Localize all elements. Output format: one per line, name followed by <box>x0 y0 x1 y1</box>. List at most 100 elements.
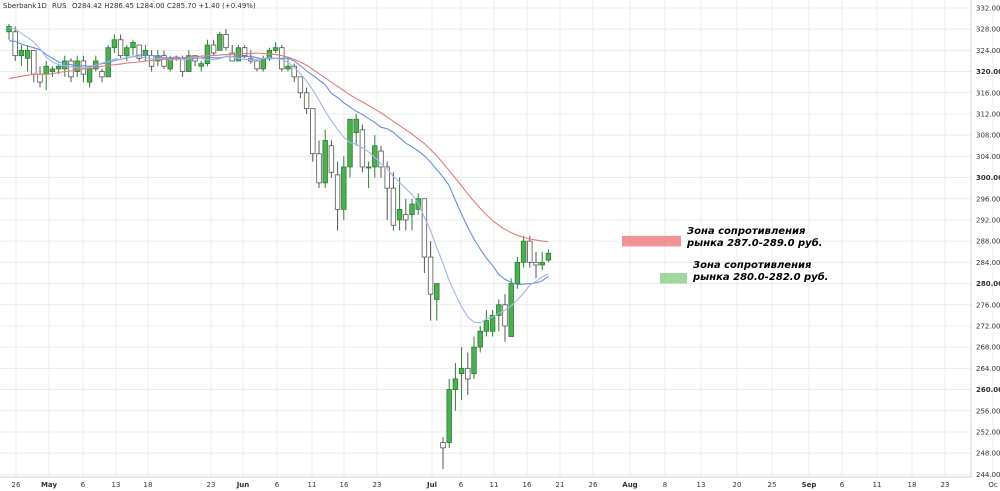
time-tick-label: 26 <box>589 481 598 489</box>
candle-down <box>378 150 384 168</box>
time-tick-label: 23 <box>941 481 950 489</box>
price-tick-label: 324.00 <box>976 47 1000 55</box>
time-tick-label: 8 <box>663 481 667 489</box>
candle-down <box>421 198 428 258</box>
time-tick-label: 6 <box>459 481 464 489</box>
ma-slow-line <box>8 52 549 243</box>
candle-up <box>483 320 490 332</box>
candle-up <box>520 240 527 263</box>
candle-down <box>527 240 533 263</box>
candle-up <box>130 42 136 49</box>
time-tick-label: 13 <box>697 481 706 489</box>
candle-down <box>328 145 335 173</box>
price-tick-label: 316.00 <box>976 89 1000 97</box>
candle-up <box>186 55 192 72</box>
time-tick-label: 6 <box>840 481 845 489</box>
candle-up <box>111 39 118 49</box>
zones-layer <box>622 235 687 284</box>
candle-up <box>24 49 31 59</box>
price-tick-label: 312.00 <box>976 110 1000 118</box>
candle-up <box>539 261 545 266</box>
support-zone-label-line1: Зона сопротивления <box>693 260 812 271</box>
candle-up <box>489 314 496 332</box>
candle-up <box>43 65 49 75</box>
candle-down <box>241 47 248 57</box>
time-tick-label: 11 <box>308 481 317 489</box>
time-tick-label: 20 <box>733 481 742 489</box>
candle-up <box>471 346 477 375</box>
price-tick-label: 264.00 <box>976 365 1000 373</box>
candle-down <box>390 187 397 226</box>
candle-down <box>31 49 37 75</box>
candle-up <box>365 166 372 169</box>
header-symbol: Sberbank <box>3 2 37 10</box>
candle-up <box>458 367 465 375</box>
resistance-zone-label-line2: рынка 287.0-289.0 руб. <box>686 237 822 249</box>
header-interval: 1D <box>37 2 47 10</box>
candle-up <box>496 304 502 316</box>
support-zone-box <box>660 272 687 284</box>
candle-up <box>514 261 521 284</box>
candle-up <box>508 283 514 337</box>
candle-up <box>396 208 403 221</box>
time-axis: 26 May 6 13 18 23 Jun 6 11 16 23 Jul 6 11 16 21 26 Aug 8 13… <box>12 481 998 489</box>
candle-down <box>316 153 322 184</box>
time-tick-label: 6 <box>275 481 280 489</box>
candle-up <box>477 330 483 348</box>
time-tick-label: 16 <box>523 481 532 489</box>
candle-down <box>310 108 316 155</box>
candle-down <box>465 367 471 380</box>
price-tick-label: 292.00 <box>976 216 1000 224</box>
header-ohlc: O284.42 H286.45 L284.00 C285.70 +1.40 (+… <box>72 2 256 10</box>
price-tick-label: 308.00 <box>976 132 1000 140</box>
time-tick-label: 13 <box>112 481 121 489</box>
candle-down <box>117 39 124 57</box>
candle-up <box>285 65 291 70</box>
time-tick-label: 11 <box>490 481 499 489</box>
candle-up <box>49 68 56 72</box>
price-tick-label: 332.00 <box>976 4 1000 12</box>
time-tick-label: 21 <box>556 481 565 489</box>
time-tick-label: Jun <box>236 481 250 489</box>
candle-down <box>12 31 18 57</box>
candle-up <box>353 118 359 133</box>
candle-up <box>322 140 328 184</box>
time-tick-label: 18 <box>144 481 153 489</box>
header-exchange: RUS <box>52 2 67 10</box>
ma-mid-line <box>8 27 549 324</box>
candle-up <box>545 252 552 261</box>
candle-down <box>427 256 434 295</box>
candle-down <box>297 76 304 94</box>
moving-averages-layer <box>8 27 549 324</box>
price-tick-label: 248.00 <box>976 450 1000 458</box>
price-tick-label: 268.00 <box>976 344 1000 352</box>
time-tick-label: 23 <box>207 481 216 489</box>
candle-up <box>217 34 223 51</box>
time-tick-label: Jul <box>426 481 437 489</box>
time-tick-label: Aug <box>622 481 637 489</box>
time-tick-label: 11 <box>873 481 882 489</box>
price-tick-label: 260.00 <box>976 386 1000 394</box>
candle-down <box>68 60 74 78</box>
price-tick-label: 320.00 <box>976 68 1000 76</box>
candle-down <box>533 261 539 266</box>
price-tick-label: 328.00 <box>976 26 1000 34</box>
candle-down <box>161 55 167 67</box>
candle-up <box>198 63 204 67</box>
candle-up <box>341 166 347 210</box>
time-tick-label: 6 <box>81 481 86 489</box>
time-tick-label: May <box>41 481 57 489</box>
candle-up <box>452 378 459 390</box>
candle-down <box>136 44 142 59</box>
candle-down <box>502 304 508 327</box>
grid-lines <box>0 0 994 477</box>
candle-down <box>210 44 217 54</box>
candle-up <box>446 389 452 443</box>
candle-up <box>55 65 62 70</box>
time-tick-label: 26 <box>12 481 21 489</box>
candle-down <box>37 73 43 83</box>
candle-down <box>223 34 229 49</box>
candle-up <box>86 68 93 83</box>
